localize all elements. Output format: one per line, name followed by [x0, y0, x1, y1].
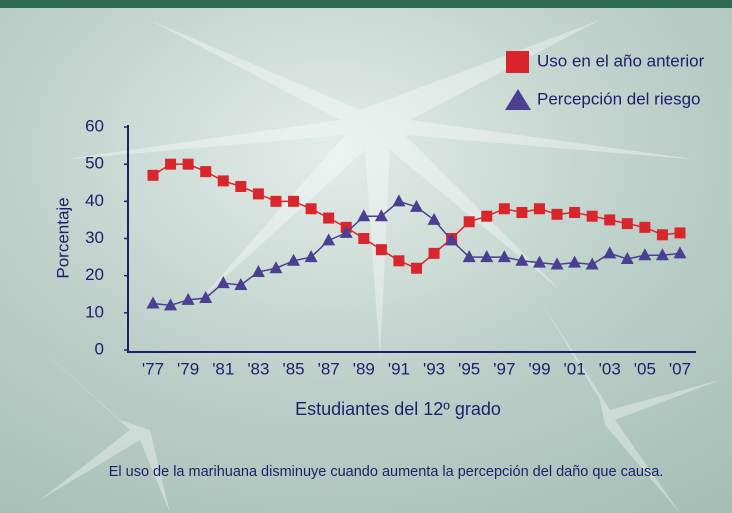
x-tick-label: '91 [388, 359, 410, 378]
marker [376, 244, 387, 255]
x-tick-label: '05 [634, 359, 656, 378]
marker [358, 233, 369, 244]
y-tick-label: 50 [85, 154, 104, 173]
marker [657, 229, 668, 240]
x-tick-label: '77 [142, 359, 164, 378]
y-tick-label: 40 [85, 191, 104, 210]
marker [253, 188, 264, 199]
x-tick-label: '85 [282, 359, 304, 378]
marker [235, 181, 246, 192]
y-tick-label: 10 [85, 302, 104, 321]
x-tick-label: '03 [599, 359, 621, 378]
marker [569, 207, 580, 218]
marker [464, 216, 475, 227]
marker [552, 209, 563, 220]
y-tick-label: 0 [95, 339, 104, 358]
x-tick-label: '95 [458, 359, 480, 378]
marker [183, 159, 194, 170]
marker [306, 203, 317, 214]
chart: Porcentaje Estudiantes del 12º grado El … [0, 0, 732, 513]
caption: El uso de la marihuana disminuye cuando … [109, 464, 664, 480]
marker [393, 255, 404, 266]
x-tick-label: '89 [353, 359, 375, 378]
marker [288, 196, 299, 207]
x-tick-label: '99 [528, 359, 550, 378]
y-tick-label: 30 [85, 228, 104, 247]
marker [165, 159, 176, 170]
marker [622, 218, 633, 229]
marker [148, 170, 159, 181]
marker [675, 227, 686, 238]
x-tick-label: '07 [669, 359, 691, 378]
y-axis-title: Porcentaje [53, 197, 72, 278]
legend-label: Uso en el año anterior [537, 51, 705, 70]
marker [499, 203, 510, 214]
marker [218, 175, 229, 186]
legend-swatch [506, 51, 529, 73]
marker [429, 248, 440, 259]
y-tick-label: 20 [85, 265, 104, 284]
x-tick-label: '83 [247, 359, 269, 378]
x-tick-label: '79 [177, 359, 199, 378]
x-tick-label: '93 [423, 359, 445, 378]
x-tick-label: '97 [493, 359, 515, 378]
marker [534, 203, 545, 214]
marker [411, 263, 422, 274]
marker [587, 211, 598, 222]
marker [200, 166, 211, 177]
x-axis-title: Estudiantes del 12º grado [295, 399, 501, 419]
x-tick-label: '87 [318, 359, 340, 378]
top-bar [0, 0, 732, 8]
legend-label: Percepción del riesgo [537, 89, 700, 108]
x-tick-label: '81 [212, 359, 234, 378]
marker [270, 196, 281, 207]
marker [323, 213, 334, 224]
marker [604, 214, 615, 225]
marker [481, 211, 492, 222]
marker [639, 222, 650, 233]
y-tick-label: 60 [85, 116, 104, 135]
marker [516, 207, 527, 218]
x-tick-label: '01 [564, 359, 586, 378]
